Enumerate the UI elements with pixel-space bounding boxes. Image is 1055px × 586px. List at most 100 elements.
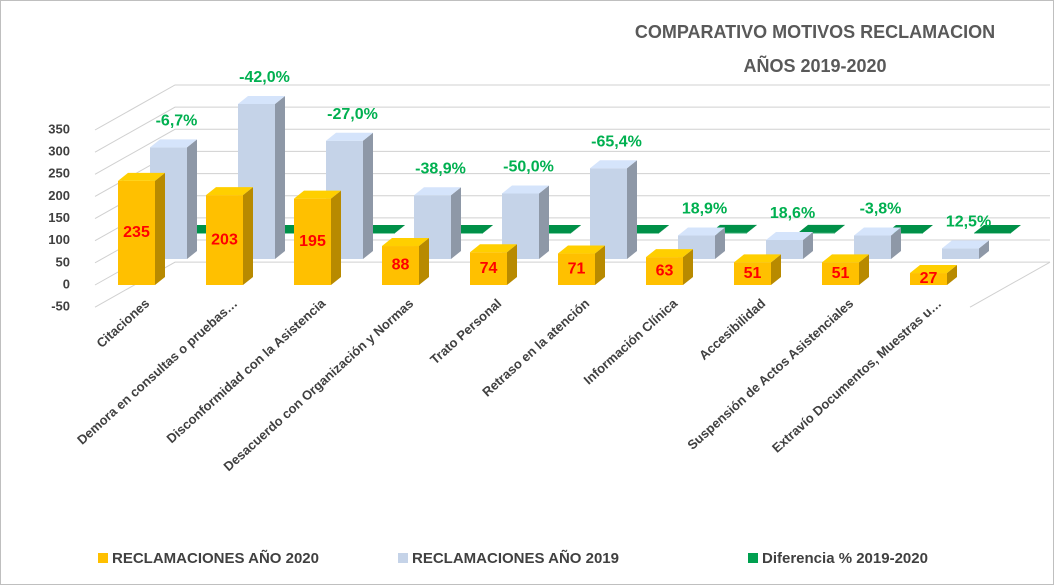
bar-front bbox=[854, 235, 891, 259]
bar-side bbox=[659, 225, 669, 234]
y-tick-label: 150 bbox=[48, 210, 70, 225]
bar-top bbox=[910, 265, 957, 274]
bar-front bbox=[382, 246, 419, 285]
bar-front bbox=[942, 248, 979, 259]
y-tick-label: 0 bbox=[63, 276, 70, 291]
bar-front bbox=[622, 233, 659, 234]
bar-top bbox=[326, 132, 373, 141]
data-label: 74 bbox=[480, 260, 498, 277]
bar bbox=[942, 240, 989, 259]
bar-side bbox=[483, 225, 493, 234]
data-label: 18,6% bbox=[770, 205, 815, 222]
bar-side bbox=[1011, 224, 1021, 233]
legend-swatch bbox=[98, 553, 108, 563]
legend-label: Diferencia % 2019-2020 bbox=[762, 550, 928, 567]
bar bbox=[734, 254, 781, 285]
bar-side bbox=[363, 132, 373, 259]
data-label: -65,4% bbox=[591, 133, 642, 150]
bar-side bbox=[571, 225, 581, 234]
bar-top bbox=[558, 245, 605, 254]
bar-front bbox=[358, 233, 395, 234]
bar-front bbox=[886, 233, 923, 234]
bar-side bbox=[451, 187, 461, 259]
bar-top bbox=[150, 139, 197, 148]
bar-front bbox=[182, 233, 219, 234]
chart-title: COMPARATIVO MOTIVOS RECLAMACION bbox=[635, 22, 995, 42]
bar-top bbox=[382, 238, 429, 247]
bar-side bbox=[835, 224, 845, 233]
bar-top bbox=[646, 249, 693, 258]
bar-front bbox=[646, 257, 683, 285]
bar-side bbox=[419, 238, 429, 285]
data-label: 71 bbox=[568, 260, 586, 277]
bar-top bbox=[734, 254, 781, 263]
data-label: 235 bbox=[123, 224, 150, 241]
bar bbox=[470, 244, 517, 285]
bar-front bbox=[590, 168, 627, 259]
bar-side bbox=[859, 254, 869, 285]
bar-front bbox=[270, 233, 307, 234]
bar-side bbox=[683, 249, 693, 285]
bar-top bbox=[206, 187, 253, 196]
bar bbox=[910, 265, 957, 285]
bar-side bbox=[747, 224, 757, 233]
data-label: -50,0% bbox=[503, 159, 554, 176]
bar-front bbox=[766, 239, 803, 259]
grid-line bbox=[94, 84, 1050, 131]
bar-top bbox=[678, 227, 725, 236]
floor-edge bbox=[969, 261, 1051, 308]
bar-side bbox=[979, 240, 989, 259]
bar-top bbox=[822, 254, 869, 263]
bar-side bbox=[539, 185, 549, 259]
chart-subtitle: AÑOS 2019-2020 bbox=[743, 55, 886, 76]
data-label: 18,9% bbox=[682, 201, 727, 218]
data-label: 51 bbox=[832, 265, 850, 282]
bar-top bbox=[974, 224, 1021, 233]
bar bbox=[414, 187, 461, 259]
bar-top bbox=[118, 172, 165, 181]
y-tick-label: 200 bbox=[48, 188, 70, 203]
bar-side bbox=[627, 160, 637, 259]
bar bbox=[590, 160, 637, 259]
bar-front bbox=[446, 233, 483, 234]
data-label: 27 bbox=[920, 270, 938, 287]
bar bbox=[766, 231, 813, 259]
bar-side bbox=[155, 172, 165, 285]
data-label: -42,0% bbox=[239, 69, 290, 86]
data-label: -38,9% bbox=[415, 160, 466, 177]
data-label: 63 bbox=[656, 262, 674, 279]
bar-front bbox=[558, 253, 595, 285]
bar bbox=[382, 238, 429, 285]
bar bbox=[646, 249, 693, 285]
bar bbox=[822, 254, 869, 285]
bar-side bbox=[395, 225, 405, 234]
bar-front bbox=[534, 233, 571, 234]
y-tick-label: -50 bbox=[51, 299, 70, 314]
bar-side bbox=[771, 254, 781, 285]
bar-front bbox=[206, 195, 243, 285]
data-label: 12,5% bbox=[946, 214, 991, 231]
legend-label: RECLAMACIONES AÑO 2019 bbox=[412, 549, 619, 567]
bar-side bbox=[595, 245, 605, 285]
bar-side bbox=[331, 190, 341, 285]
bar bbox=[798, 224, 845, 234]
bar-front bbox=[470, 252, 507, 285]
data-label: -27,0% bbox=[327, 106, 378, 123]
bar bbox=[974, 224, 1021, 234]
bar-front bbox=[822, 262, 859, 285]
bar-side bbox=[715, 227, 725, 259]
legend-label: RECLAMACIONES AÑO 2020 bbox=[112, 549, 319, 567]
bar-front bbox=[118, 180, 155, 285]
bar bbox=[558, 245, 605, 285]
bar-top bbox=[414, 187, 461, 196]
legend-swatch bbox=[398, 553, 408, 563]
bar-top bbox=[238, 96, 285, 104]
data-label: 195 bbox=[299, 233, 326, 250]
bar bbox=[294, 190, 341, 285]
bar-top bbox=[502, 185, 549, 194]
bar-side bbox=[947, 265, 957, 285]
data-label: -3,8% bbox=[860, 201, 902, 218]
bar-side bbox=[923, 225, 933, 234]
bar-side bbox=[507, 244, 517, 285]
